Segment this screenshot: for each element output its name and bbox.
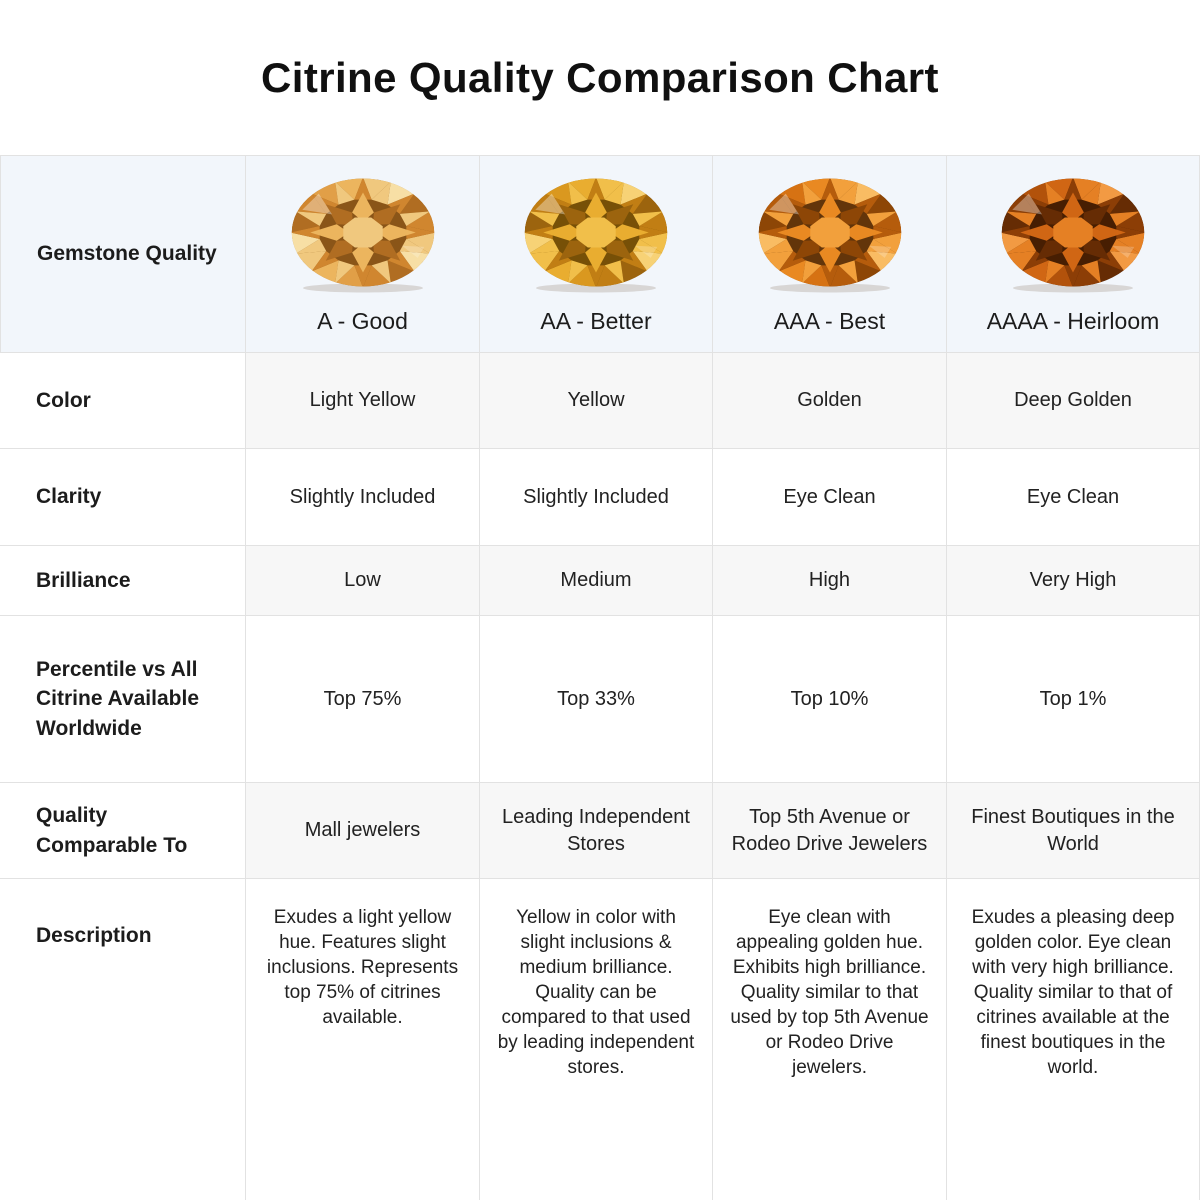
description-value-a: Exudes a light yellow hue. Features slig…: [246, 879, 480, 1200]
color-value-aaa: Golden: [713, 353, 947, 449]
color-value-a: Light Yellow: [246, 353, 480, 449]
brilliance-value-aaa: High: [713, 546, 947, 616]
comparison-table: Gemstone Quality A - Good AA - Better AA…: [0, 155, 1200, 1200]
comparable-value-aaa: Top 5th Avenue or Rodeo Drive Jewelers: [713, 783, 947, 879]
grade-label-aaa: AAA - Best: [773, 308, 886, 334]
clarity-value-aa: Slightly Included: [480, 449, 713, 546]
clarity-value-a: Slightly Included: [246, 449, 480, 546]
grade-column-aaa: AAA - Best: [713, 156, 947, 353]
brilliance-value-aaaa: Very High: [947, 546, 1200, 616]
clarity-value-aaaa: Eye Clean: [947, 449, 1200, 546]
grade-column-aaaa: AAAA - Heirloom: [947, 156, 1200, 353]
grade-label-a: A - Good: [317, 308, 408, 334]
grade-label-aa: AA - Better: [540, 308, 652, 334]
comparable-value-aa: Leading Independent Stores: [480, 783, 713, 879]
citrine-gem-image-aaa: [755, 174, 905, 294]
page-title: Citrine Quality Comparison Chart: [261, 53, 939, 101]
header-corner-label: Gemstone Quality: [0, 156, 246, 353]
row-label-comparable: Quality Comparable To: [0, 783, 246, 879]
color-value-aa: Yellow: [480, 353, 713, 449]
clarity-value-aaa: Eye Clean: [713, 449, 947, 546]
citrine-gem-image-aa: [521, 174, 671, 294]
row-label-brilliance: Brilliance: [0, 546, 246, 616]
color-value-aaaa: Deep Golden: [947, 353, 1200, 449]
citrine-gem-image-a: [288, 174, 438, 294]
grade-label-aaaa: AAAA - Heirloom: [986, 308, 1160, 334]
percentile-value-aa: Top 33%: [480, 616, 713, 783]
comparable-value-a: Mall jewelers: [246, 783, 480, 879]
citrine-gem-image-aaaa: [998, 174, 1148, 294]
row-label-clarity: Clarity: [0, 449, 246, 546]
brilliance-value-aa: Medium: [480, 546, 713, 616]
comparable-value-aaaa: Finest Boutiques in the World: [947, 783, 1200, 879]
row-label-percentile: Percentile vs All Citrine Available Worl…: [0, 616, 246, 783]
brilliance-value-a: Low: [246, 546, 480, 616]
description-value-aaaa: Exudes a pleasing deep golden color. Eye…: [947, 879, 1200, 1200]
percentile-value-aaa: Top 10%: [713, 616, 947, 783]
percentile-value-aaaa: Top 1%: [947, 616, 1200, 783]
description-value-aaa: Eye clean with appealing golden hue. Exh…: [713, 879, 947, 1200]
grade-column-aa: AA - Better: [480, 156, 713, 353]
percentile-value-a: Top 75%: [246, 616, 480, 783]
description-value-aa: Yellow in color with slight inclusions &…: [480, 879, 713, 1200]
grade-column-a: A - Good: [246, 156, 480, 353]
row-label-color: Color: [0, 353, 246, 449]
row-label-description: Description: [0, 879, 246, 1200]
title-section: Citrine Quality Comparison Chart: [0, 0, 1200, 155]
